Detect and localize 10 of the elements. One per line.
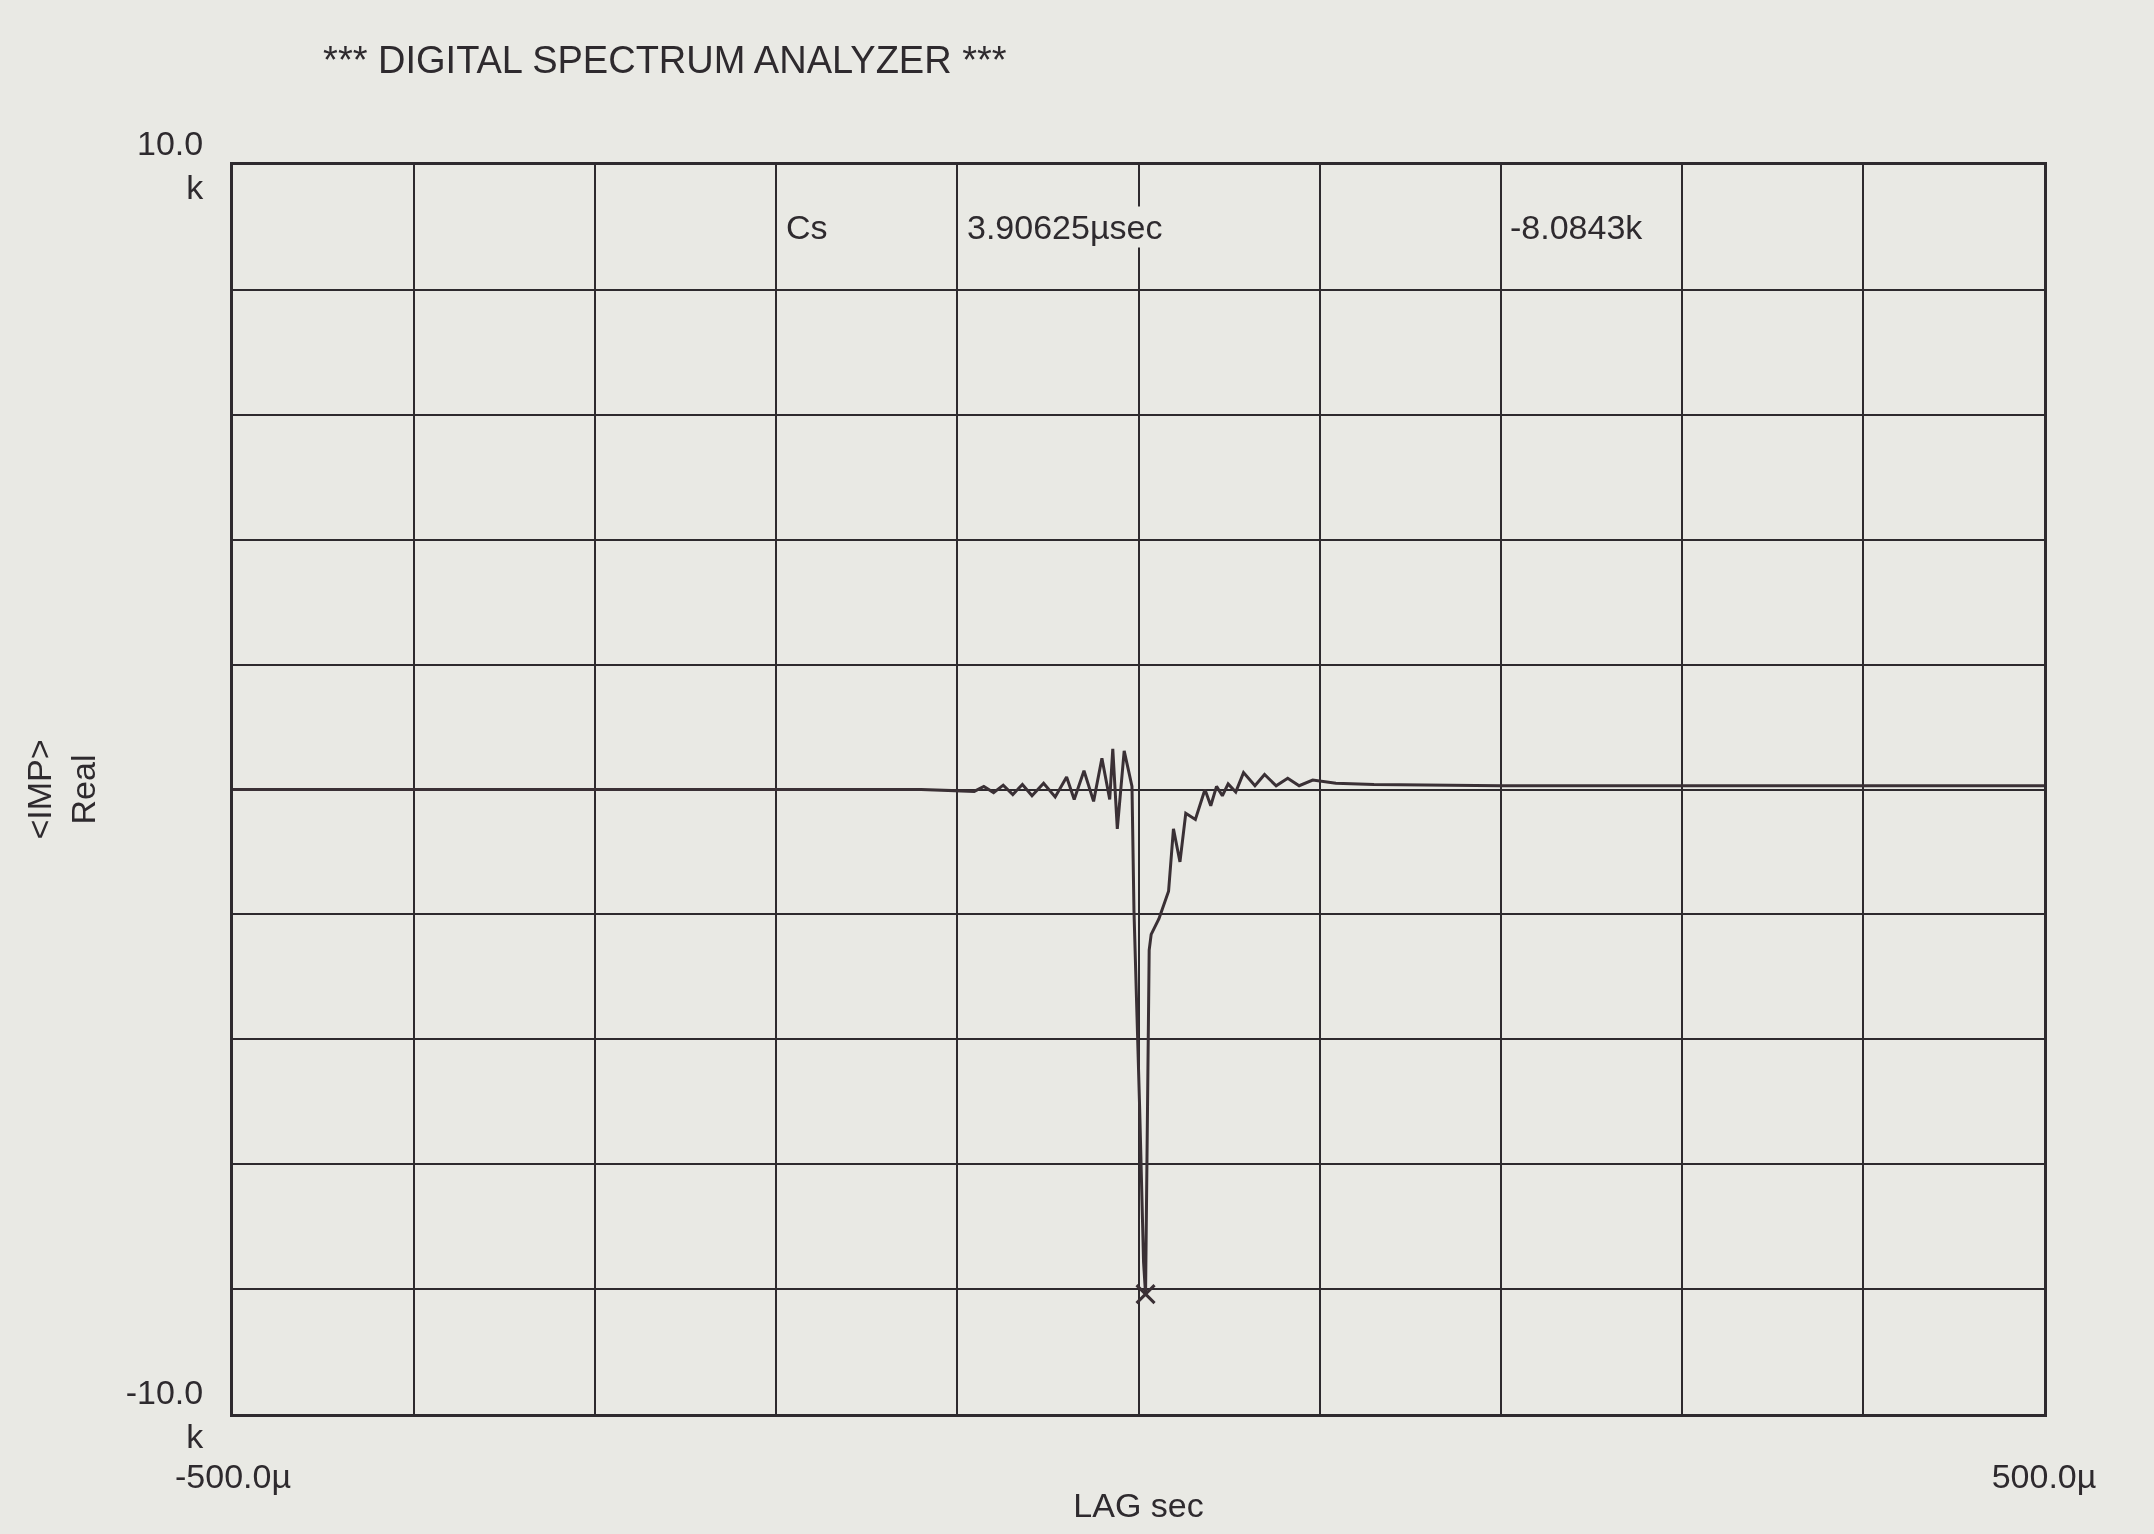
chart-title: *** DIGITAL SPECTRUM ANALYZER *** xyxy=(323,38,1007,81)
y-tick-label: -10.0 k xyxy=(125,1372,205,1455)
annotation: -8.0843k xyxy=(1510,208,1644,246)
y-axis-title: <IMP> Real xyxy=(20,739,103,840)
x-tick-label: -500.0µ xyxy=(175,1456,291,1495)
y-tick-label: 10.0 k xyxy=(137,123,205,206)
x-tick-label: 500.0µ xyxy=(1991,1456,2097,1495)
annotation: 3.90625µsec xyxy=(967,208,1163,246)
annotation: Cs xyxy=(786,208,828,246)
x-axis-title: LAG sec xyxy=(1073,1486,1204,1525)
